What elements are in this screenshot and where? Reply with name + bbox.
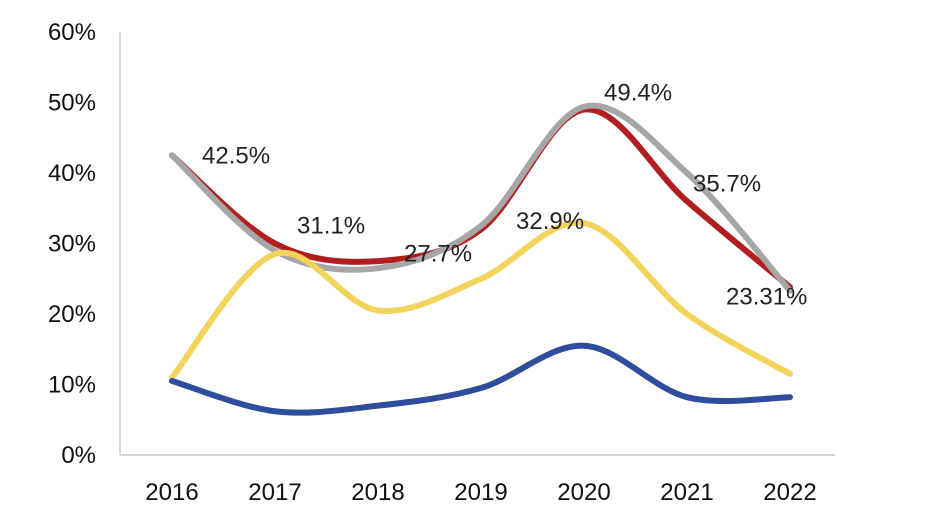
x-tick-label: 2019 <box>454 479 507 506</box>
y-tick-label: 50% <box>48 90 96 117</box>
tick-layer: 0% 10% 20% 30% 40% 50% 60% 2016 2017 2018 2019 2020… <box>48 19 817 506</box>
x-tick-label: 2016 <box>145 479 198 506</box>
y-tick-label: 30% <box>48 231 96 258</box>
y-tick-label: 0% <box>61 442 96 469</box>
y-tick-label: 20% <box>48 301 96 328</box>
x-tick-label: 2018 <box>351 479 404 506</box>
data-label: 42.5% <box>202 142 270 169</box>
x-tick-label: 2021 <box>660 479 713 506</box>
series-line-4 <box>169 342 793 416</box>
data-label-layer: 42.5% 31.1% 27.7% 32.9% 49.4% 35.7% 23.31% <box>202 80 807 311</box>
x-tick-label: 2017 <box>248 479 301 506</box>
y-tick-label: 10% <box>48 372 96 399</box>
data-label: 27.7% <box>404 241 472 268</box>
data-label: 49.4% <box>604 80 672 107</box>
y-tick-label: 40% <box>48 160 96 187</box>
x-tick-label: 2020 <box>557 479 610 506</box>
x-tick-label: 2022 <box>763 479 816 506</box>
y-tick-label: 60% <box>48 19 96 46</box>
series-line-3 <box>169 219 793 381</box>
data-label: 23.31% <box>726 284 807 311</box>
series-layer <box>169 102 793 416</box>
data-label: 32.9% <box>516 208 584 235</box>
data-label: 35.7% <box>693 170 761 197</box>
data-label: 31.1% <box>297 213 365 240</box>
series-line-2 <box>169 102 793 294</box>
